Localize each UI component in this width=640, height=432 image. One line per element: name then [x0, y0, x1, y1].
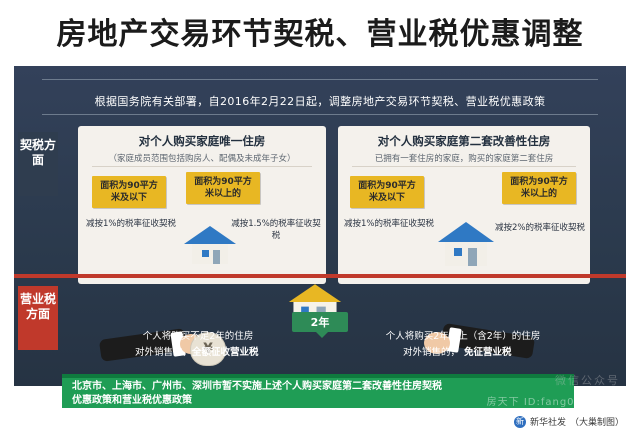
business-tax-left-line1: 个人将购买不足2年的住房 [142, 331, 254, 342]
main-panel: 根据国务院有关部署，自2016年2月22日起，调整房地产交易环节契税、营业税优惠… [14, 66, 626, 386]
footer-brand: 新华社发 [529, 418, 566, 428]
watermark-secondary: 微信公众号 [555, 374, 620, 387]
house-icon [184, 226, 236, 264]
business-tax-left-line2-prefix: 对外销售的， [134, 347, 192, 358]
green-bar-line2: 优惠政策和营业税优惠政策 [72, 395, 192, 406]
area-tag-2: 面积为90平方米以上的 [186, 172, 260, 204]
card-title: 对个人购买家庭第二套改善性住房 [377, 134, 551, 148]
card-divider [92, 166, 312, 167]
rate-text-2: 减按2%的税率征收契税 [495, 223, 585, 233]
area-tag-2: 面积为90平方米以上的 [502, 172, 576, 204]
business-tax-right-highlight: 免征营业税 [464, 347, 512, 358]
card-subtitle: （家庭成员范围包括购房人、配偶及未成年子女） [108, 154, 296, 164]
card-unique-home: 对个人购买家庭唯一住房 （家庭成员范围包括购房人、配偶及未成年子女） 面积为90… [78, 126, 326, 284]
card-second-home: 对个人购买家庭第二套改善性住房 已拥有一套住房的家庭，购买的家庭第二套住房 面积… [338, 126, 590, 284]
section-divider-red [14, 274, 626, 278]
business-tax-right-line2-prefix: 对外销售的， [402, 347, 460, 358]
page-title: 房地产交易环节契税、营业税优惠调整 [56, 17, 584, 52]
side-label-deed-tax: 契税方面 [18, 132, 58, 196]
house-icon [438, 222, 494, 266]
card-subtitle: 已拥有一套住房的家庭，购买的家庭第二套住房 [374, 154, 554, 164]
title-bar: 房地产交易环节契税、营业税优惠调整 [0, 0, 640, 62]
business-tax-left-highlight: 全额征收营业税 [192, 347, 259, 358]
footer-author: （大巢制图） [569, 418, 624, 428]
notice-divider-top [42, 79, 598, 80]
rate-text-1: 减按1%的税率征收契税 [86, 219, 176, 229]
area-tag-1: 面积为90平方米及以下 [92, 176, 166, 208]
yen-symbol: ¥ [203, 341, 213, 357]
right-hand-decoration [424, 332, 450, 354]
rate-text-1: 减按1%的税率征收契税 [344, 219, 434, 229]
card-divider [352, 166, 576, 167]
green-bar-accent [62, 374, 574, 378]
notice-divider-bottom [42, 114, 598, 115]
rate-text-2: 减按1.5%的税率征收契税 [231, 219, 321, 241]
side-label-business-tax: 营业税方面 [18, 286, 58, 350]
xinhua-logo-icon: 新 [513, 415, 526, 428]
business-tax-right-line1: 个人将购买2年以上（含2年）的住房 [385, 331, 541, 342]
green-bar-line1: 北京市、上海市、广州市、深圳市暂不实施上述个人购买家庭第二套改善性住房契税 [72, 381, 442, 392]
watermark-primary: 房天下 ID:fang00632 [486, 397, 604, 408]
area-tag-1: 面积为90平方米及以下 [350, 176, 424, 208]
notice-text: 根据国务院有关部署，自2016年2月22日起，调整房地产交易环节契税、营业税优惠… [94, 95, 546, 108]
money-bag-icon: ¥ [190, 332, 226, 366]
green-policy-bar: 北京市、上海市、广州市、深圳市暂不实施上述个人购买家庭第二套改善性住房契税 优惠… [62, 378, 574, 408]
footer-credit: 新 新华社发 （大巢制图） [513, 415, 624, 428]
two-year-badge: 2年 [292, 312, 348, 338]
card-title: 对个人购买家庭唯一住房 [138, 134, 266, 148]
